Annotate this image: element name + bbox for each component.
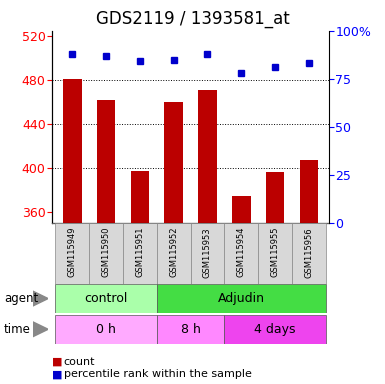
- Bar: [55, 284, 157, 313]
- Bar: [97, 100, 116, 223]
- Text: time: time: [4, 323, 31, 336]
- Text: GSM115956: GSM115956: [305, 227, 313, 278]
- Text: Adjudin: Adjudin: [218, 292, 265, 305]
- Bar: [89, 223, 123, 284]
- Bar: [157, 284, 326, 313]
- Bar: [292, 223, 326, 284]
- Text: ■: ■: [52, 357, 62, 367]
- Text: GSM115952: GSM115952: [169, 227, 178, 278]
- Bar: [191, 223, 224, 284]
- Text: GSM115951: GSM115951: [136, 227, 144, 278]
- Text: GSM115949: GSM115949: [68, 227, 77, 278]
- Bar: [258, 223, 292, 284]
- Text: 4 days: 4 days: [254, 323, 296, 336]
- Text: count: count: [64, 357, 95, 367]
- Bar: [55, 315, 157, 344]
- Bar: [232, 196, 251, 223]
- Text: GSM115953: GSM115953: [203, 227, 212, 278]
- Text: 0 h: 0 h: [96, 323, 116, 336]
- Text: GSM115955: GSM115955: [271, 227, 280, 278]
- Bar: [63, 79, 82, 223]
- Text: GSM115950: GSM115950: [102, 227, 110, 278]
- Bar: [164, 102, 183, 223]
- Polygon shape: [33, 291, 48, 306]
- Text: agent: agent: [4, 292, 38, 305]
- Text: ■: ■: [52, 369, 62, 379]
- Bar: [198, 90, 217, 223]
- Bar: [224, 223, 258, 284]
- Text: 8 h: 8 h: [181, 323, 201, 336]
- Bar: [123, 223, 157, 284]
- Text: control: control: [84, 292, 128, 305]
- Bar: [131, 171, 149, 223]
- Bar: [157, 315, 224, 344]
- Bar: [266, 172, 285, 223]
- Text: percentile rank within the sample: percentile rank within the sample: [64, 369, 251, 379]
- Bar: [224, 315, 326, 344]
- Bar: [157, 223, 191, 284]
- Polygon shape: [33, 322, 48, 337]
- Bar: [300, 160, 318, 223]
- Text: GDS2119 / 1393581_at: GDS2119 / 1393581_at: [95, 10, 290, 28]
- Text: GSM115954: GSM115954: [237, 227, 246, 278]
- Bar: [55, 223, 89, 284]
